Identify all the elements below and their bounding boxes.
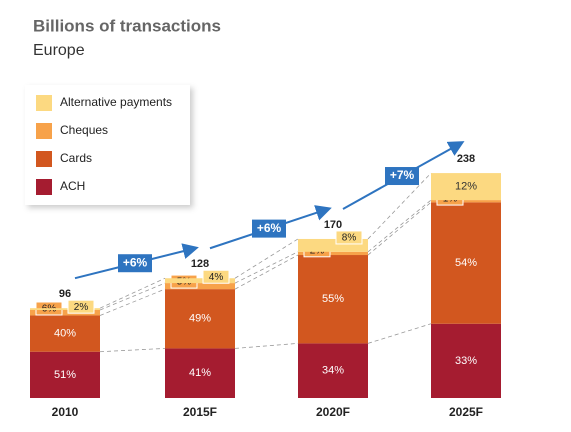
bar-segment [30,315,100,352]
data-label: 49% [189,313,211,325]
x-tick-label: 2015F [183,405,217,419]
legend-label: Cards [60,151,92,165]
connector [234,238,299,279]
connector [367,202,432,256]
legend-swatch [36,151,52,167]
connector [234,342,299,349]
total-label: 238 [457,153,475,165]
bar-segment [431,202,501,324]
data-label: 4% [209,272,224,283]
connector [367,199,432,253]
data-label: 12% [455,180,477,192]
data-label: 40% [54,327,76,339]
total-label: 96 [59,288,71,300]
bar-segment [165,348,235,398]
bar-segment [298,251,368,256]
chart-subtitle: Europe [33,42,85,59]
growth-label: +6% [257,221,282,235]
legend-swatch [36,123,52,139]
bar-segment [298,343,368,398]
legend-label: Alternative payments [60,95,172,109]
legend-label: ACH [60,179,85,193]
bar-segment [431,173,501,201]
bar-segment [165,283,235,290]
connector [234,254,299,290]
legend-swatch [36,95,52,111]
label-box [67,299,95,314]
x-tick-label: 2025F [449,405,483,419]
bar-segment [431,200,501,203]
connector [99,277,166,309]
label-box [335,230,363,245]
connector [367,172,432,240]
data-label: 54% [455,257,477,269]
connector [234,251,299,284]
connector [367,323,432,344]
connector [99,348,166,353]
bar-segment [30,308,100,311]
data-label: 51% [54,369,76,381]
growth-label: +7% [390,168,415,182]
label-box [202,269,230,284]
bar-segment [165,289,235,349]
bar-segment [165,278,235,284]
bar-segment [30,310,100,316]
data-label: 34% [322,365,344,377]
total-label: 170 [324,219,342,231]
data-label: 2% [74,302,89,313]
bar-segment [431,323,501,398]
data-label: 41% [189,367,211,379]
data-label: 8% [342,233,357,244]
connector [99,282,166,311]
legend-box [25,85,190,205]
bar-segment [298,255,368,344]
growth-label: +6% [123,255,148,269]
data-label: 33% [455,355,477,367]
growth-box [385,167,419,186]
growth-box [118,254,152,273]
legend-swatch [36,179,52,195]
chart-title: Billions of transactions [33,16,221,35]
x-tick-label: 2020F [316,405,350,419]
legend-label: Cheques [60,123,108,137]
total-label: 128 [191,258,209,270]
data-label: 55% [322,293,344,305]
x-tick-label: 2010 [52,405,79,419]
connector [99,288,166,316]
bar-segment [30,351,100,398]
growth-box [252,219,286,238]
